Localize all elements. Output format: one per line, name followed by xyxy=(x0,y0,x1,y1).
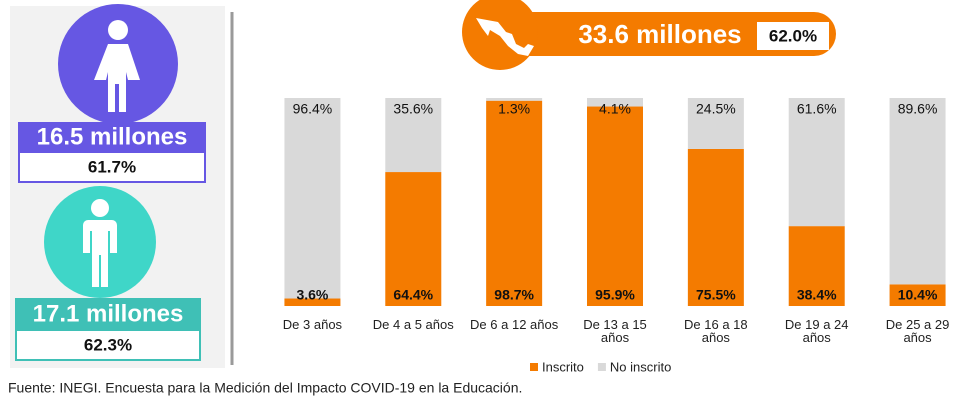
bar-segment xyxy=(889,284,946,306)
bar-segment xyxy=(687,148,744,306)
value-label: 1.3% xyxy=(498,101,530,117)
value-label: 98.7% xyxy=(494,287,534,303)
value-label: 38.4% xyxy=(797,287,837,303)
value-label: 75.5% xyxy=(696,287,736,303)
bar-segment xyxy=(687,98,744,149)
men-box xyxy=(15,298,201,330)
total-share-box xyxy=(757,22,829,50)
bar-segment xyxy=(385,98,442,173)
x-tick-label: De 4 a 5 años xyxy=(372,317,454,332)
value-label: 95.9% xyxy=(595,287,635,303)
bar-segment xyxy=(284,98,341,299)
value-label: 89.6% xyxy=(898,101,938,117)
bar-segment xyxy=(385,172,442,306)
bar-segment xyxy=(587,98,643,107)
source: Fuente: INEGI. Encuesta para la Medición… xyxy=(8,380,522,396)
value-label: 96.4% xyxy=(293,101,333,117)
men-share: 62.3% xyxy=(84,335,132,354)
total-share: 62.0% xyxy=(769,26,817,45)
legend-label: No inscrito xyxy=(610,359,671,374)
women-box xyxy=(18,122,206,152)
women-share: 61.7% xyxy=(88,157,136,176)
men-icon xyxy=(83,199,117,287)
x-tick-label: De 3 años xyxy=(282,317,343,332)
value-label: 10.4% xyxy=(898,287,938,303)
bar-segment xyxy=(587,106,643,306)
x-tick-label: De 25 a 29 años xyxy=(885,317,950,345)
bar-segment xyxy=(486,100,543,306)
women-icon xyxy=(94,20,140,112)
bar-segment xyxy=(788,98,845,227)
bar-segment xyxy=(889,98,946,285)
value-label: 35.6% xyxy=(393,101,433,117)
value-label: 3.6% xyxy=(296,287,328,303)
x-tick-label: De 6 a 12 años xyxy=(470,317,559,332)
legend-swatch xyxy=(530,363,538,371)
men-total: 17.1 millones xyxy=(33,300,184,327)
total-banner xyxy=(480,12,836,56)
value-label: 61.6% xyxy=(797,101,837,117)
value-label: 24.5% xyxy=(696,101,736,117)
legend-swatch xyxy=(597,363,606,371)
bar-segment xyxy=(486,98,543,101)
bar-segment xyxy=(788,226,845,306)
mexico-icon xyxy=(476,18,534,56)
x-tick-label: De 13 a 15 años xyxy=(583,317,647,345)
value-label: 4.1% xyxy=(599,101,631,117)
bar-segment xyxy=(284,298,341,306)
legend-label: Inscrito xyxy=(542,359,584,374)
women-share-box xyxy=(18,151,206,183)
women-total: 16.5 millones xyxy=(37,123,188,150)
x-tick-label: De 16 a 18 años xyxy=(684,317,748,345)
men-share-box xyxy=(15,329,201,361)
x-tick-label: De 19 a 24 años xyxy=(784,317,849,345)
total: 33.6 millones xyxy=(578,19,741,49)
value-label: 64.4% xyxy=(393,287,433,303)
